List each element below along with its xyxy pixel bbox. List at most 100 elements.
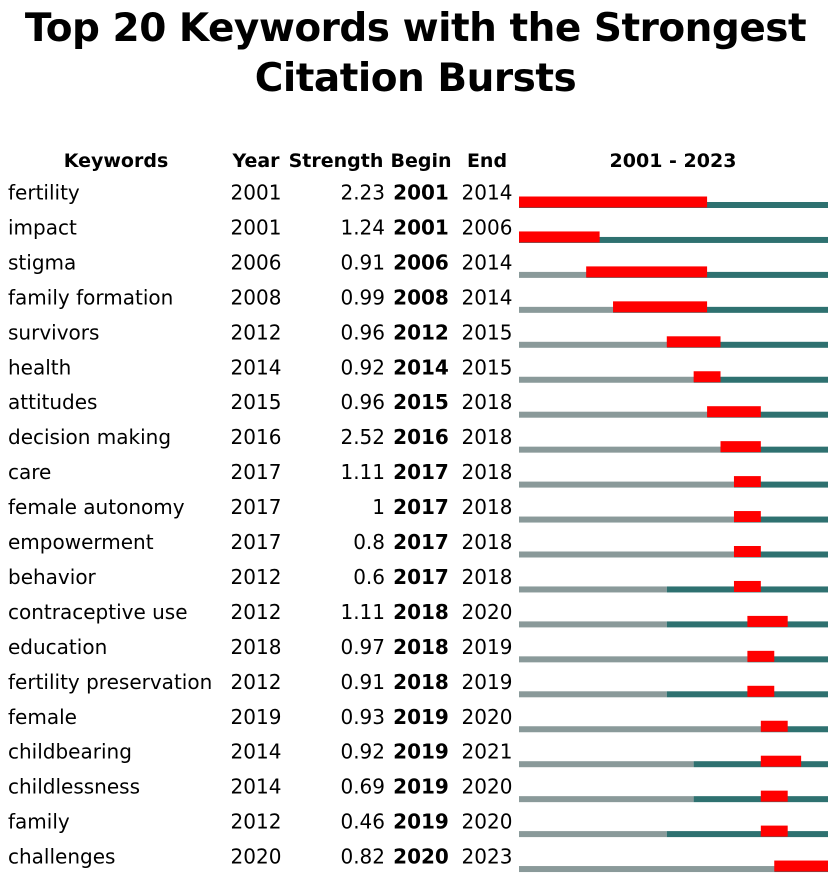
begin-value: 2006 [393, 250, 449, 274]
end-value: 2006 [462, 215, 513, 239]
active-segment [747, 656, 828, 663]
burst-bar [666, 336, 721, 348]
end-value: 2018 [462, 390, 513, 414]
end-value: 2018 [462, 495, 513, 519]
chart-title: Top 20 Keywords with the Strongest Citat… [0, 4, 831, 104]
strength-value: 1.24 [340, 215, 385, 239]
active-segment [693, 796, 828, 803]
end-value: 2023 [462, 845, 513, 869]
keyword-label: care [8, 460, 51, 484]
keyword-label: health [8, 355, 71, 379]
table-row: education 2018 0.97 2018 2019 [8, 635, 828, 663]
strength-value: 1.11 [340, 600, 385, 624]
year-value: 2017 [231, 460, 282, 484]
year-value: 2012 [231, 320, 282, 344]
table-row: survivors 2012 0.96 2012 2015 [8, 320, 828, 348]
begin-value: 2019 [393, 775, 449, 799]
chart-title-line-1: Top 20 Keywords with the Strongest [24, 6, 807, 51]
burst-bar [707, 406, 761, 418]
begin-value: 2018 [393, 600, 449, 624]
strength-value: 0.93 [340, 705, 385, 729]
year-value: 2014 [231, 775, 282, 799]
keyword-label: survivors [8, 320, 99, 344]
begin-value: 2015 [393, 390, 449, 414]
end-value: 2021 [462, 740, 513, 764]
strength-value: 0.46 [340, 810, 385, 834]
keyword-label: behavior [8, 565, 97, 589]
year-value: 2016 [231, 425, 282, 449]
keyword-label: stigma [8, 250, 76, 274]
pre-year-segment [519, 306, 614, 313]
table-row: challenges 2020 0.82 2020 2023 [8, 845, 828, 873]
active-segment [733, 551, 828, 558]
strength-value: 0.97 [340, 635, 385, 659]
begin-value: 2001 [393, 215, 449, 239]
strength-value: 0.69 [340, 775, 385, 799]
end-value: 2015 [462, 355, 513, 379]
begin-value: 2016 [393, 425, 449, 449]
pre-year-segment [519, 796, 694, 803]
strength-value: 0.96 [340, 320, 385, 344]
table-row: childlessness 2014 0.69 2019 2020 [8, 775, 828, 803]
active-segment [720, 446, 828, 453]
keyword-label: childlessness [8, 775, 140, 799]
end-value: 2014 [462, 285, 513, 309]
strength-value: 2.52 [340, 425, 385, 449]
header-end: End [467, 150, 507, 172]
active-segment [760, 726, 828, 733]
year-value: 2019 [231, 705, 282, 729]
begin-value: 2017 [393, 460, 449, 484]
end-value: 2020 [462, 810, 513, 834]
pre-year-segment [519, 621, 667, 628]
table-row: impact 2001 1.24 2001 2006 [8, 215, 828, 243]
table-row: female autonomy 2017 1 2017 2018 [8, 495, 828, 523]
end-value: 2020 [462, 705, 513, 729]
burst-bar [733, 580, 761, 592]
burst-bar [733, 476, 761, 488]
table-row: family formation 2008 0.99 2008 2014 [8, 285, 828, 313]
keyword-label: childbearing [8, 740, 132, 764]
header-row: Keywords Year Strength Begin End 2001 - … [64, 150, 737, 172]
burst-bar [586, 266, 708, 278]
table-row: empowerment 2017 0.8 2017 2018 [8, 530, 828, 558]
begin-value: 2017 [393, 565, 449, 589]
begin-value: 2001 [393, 181, 449, 205]
table-rows: fertility 2001 2.23 2001 2014 impact 2001 1.24 2… [8, 181, 828, 873]
table-row: childbearing 2014 0.92 2019 2021 [8, 740, 828, 768]
begin-value: 2018 [393, 635, 449, 659]
year-value: 2012 [231, 810, 282, 834]
begin-value: 2012 [393, 320, 449, 344]
burst-bar [760, 790, 788, 802]
burst-bar [519, 231, 600, 243]
strength-value: 0.96 [340, 390, 385, 414]
burst-bar [774, 860, 828, 872]
strength-value: 1.11 [340, 460, 385, 484]
keyword-label: attitudes [8, 390, 97, 414]
pre-year-segment [519, 376, 694, 383]
burst-bar [613, 301, 708, 313]
begin-value: 2019 [393, 810, 449, 834]
burst-bar [747, 685, 775, 697]
pre-year-segment [519, 586, 667, 593]
keyword-label: female [8, 705, 77, 729]
strength-value: 0.91 [340, 670, 385, 694]
active-segment [707, 411, 828, 418]
strength-value: 0.8 [353, 530, 385, 554]
year-value: 2017 [231, 530, 282, 554]
year-value: 2001 [231, 215, 282, 239]
begin-value: 2017 [393, 530, 449, 554]
end-value: 2019 [462, 635, 513, 659]
end-value: 2019 [462, 670, 513, 694]
pre-year-segment [519, 551, 734, 558]
end-value: 2014 [462, 250, 513, 274]
burst-bar [760, 825, 788, 837]
burst-bar [760, 755, 802, 767]
begin-value: 2020 [393, 845, 449, 869]
year-value: 2018 [231, 635, 282, 659]
header-range: 2001 - 2023 [610, 150, 737, 172]
burst-bar [519, 196, 708, 208]
keyword-label: empowerment [8, 530, 154, 554]
burst-bar [747, 650, 775, 662]
begin-value: 2008 [393, 285, 449, 309]
